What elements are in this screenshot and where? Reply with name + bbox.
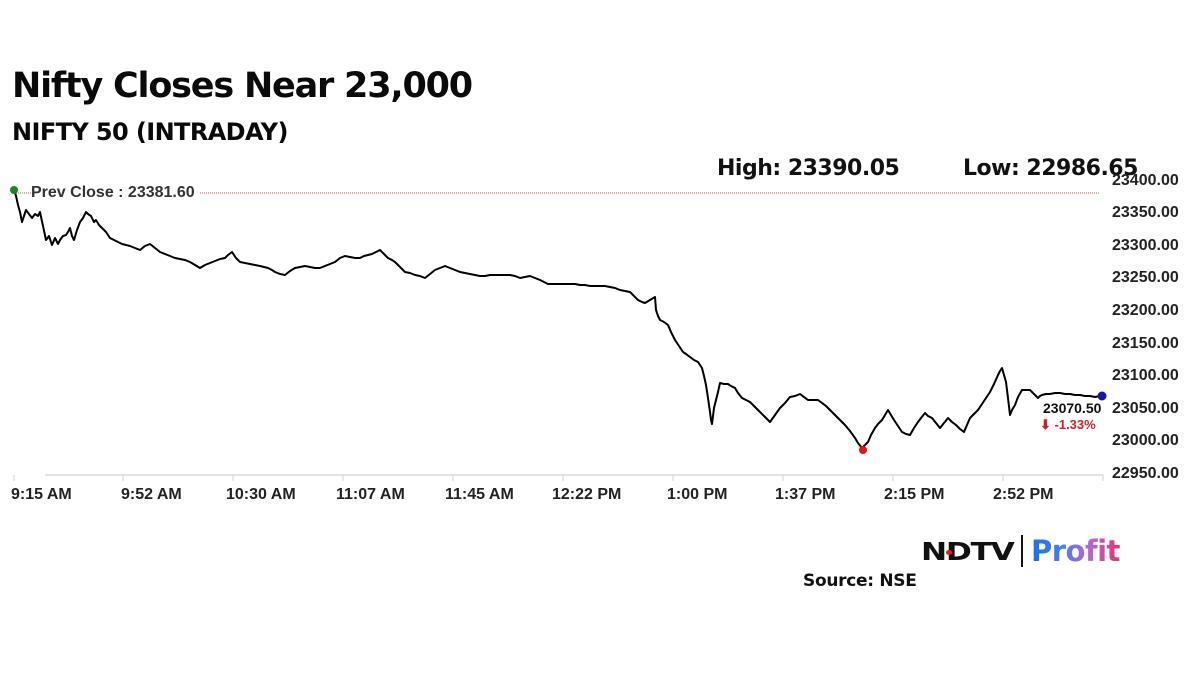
y-tick-label: 23250.00 bbox=[1112, 269, 1179, 286]
prev-close-label: Prev Close : 23381.60 bbox=[31, 184, 199, 202]
x-tick-label: 2:15 PM bbox=[884, 486, 945, 503]
profit-wordmark: Profit bbox=[1031, 534, 1120, 568]
chart-subtitle: NIFTY 50 (INTRADAY) bbox=[12, 118, 288, 146]
x-tick-label: 12:22 PM bbox=[552, 486, 622, 503]
y-tick-label: 23100.00 bbox=[1112, 367, 1179, 384]
x-tick-label: 11:07 AM bbox=[336, 486, 405, 503]
ndtv-text: NDTV bbox=[921, 536, 1015, 566]
change-percent-label: ⬇ -1.33% bbox=[1040, 417, 1096, 432]
y-tick-label: 23050.00 bbox=[1112, 400, 1179, 417]
x-tick-label: 1:37 PM bbox=[775, 486, 836, 503]
low-marker bbox=[859, 446, 867, 454]
y-tick-label: 23150.00 bbox=[1112, 335, 1179, 352]
x-tick-label: 11:45 AM bbox=[445, 486, 514, 503]
y-tick-label: 23200.00 bbox=[1112, 302, 1179, 319]
y-tick-label: 22950.00 bbox=[1112, 465, 1179, 482]
low-label: Low: 22986.65 bbox=[963, 156, 1138, 181]
x-tick-label: 9:52 AM bbox=[121, 486, 182, 503]
source-label: Source: NSE bbox=[803, 571, 917, 591]
high-label: High: 23390.05 bbox=[717, 156, 900, 181]
y-tick-label: 23000.00 bbox=[1112, 432, 1179, 449]
logo-divider bbox=[1021, 535, 1023, 567]
ndtv-wordmark: NDTV bbox=[921, 537, 1039, 566]
end-marker bbox=[1097, 391, 1107, 401]
price-line bbox=[13, 189, 1103, 449]
x-tick-label: 2:52 PM bbox=[993, 486, 1054, 503]
x-tick-label: 9:15 AM bbox=[11, 486, 72, 503]
x-tick-label: 1:00 PM bbox=[667, 486, 728, 503]
x-axis-ticks bbox=[13, 475, 1104, 481]
start-marker bbox=[10, 186, 18, 194]
ndtv-red-dot-icon bbox=[946, 549, 953, 555]
x-tick-label: 10:30 AM bbox=[226, 486, 296, 503]
y-tick-label: 23350.00 bbox=[1112, 204, 1179, 221]
y-tick-label: 23400.00 bbox=[1112, 172, 1179, 189]
last-price-label: 23070.50 bbox=[1043, 400, 1102, 416]
y-tick-label: 23300.00 bbox=[1112, 237, 1179, 254]
ndtv-profit-logo: NDTV Profit bbox=[921, 533, 1120, 569]
chart-title: Nifty Closes Near 23,000 bbox=[12, 66, 473, 106]
